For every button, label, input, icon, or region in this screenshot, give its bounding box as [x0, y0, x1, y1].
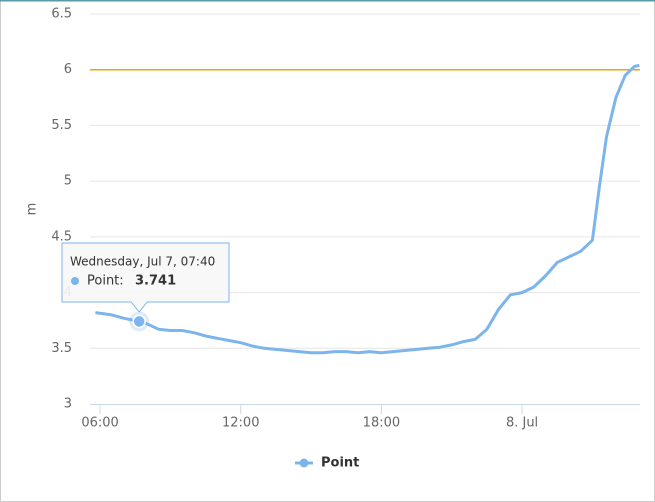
legend-label[interactable]: Point [321, 456, 359, 471]
tooltip-box [61, 242, 230, 313]
hover-marker [132, 314, 146, 329]
tooltip-marker [71, 277, 79, 285]
x-tick-label: 12:00 [222, 416, 259, 431]
y-tick-label: 3 [64, 397, 72, 412]
y-axis-title: m [25, 203, 40, 216]
y-tick-label: 5 [64, 174, 72, 189]
legend-marker [299, 458, 309, 468]
series-line [95, 63, 640, 355]
y-tick-label: 5.5 [51, 118, 72, 133]
tooltip-header: Wednesday, Jul 7, 07:40 [70, 255, 215, 269]
x-tick-label: 06:00 [81, 416, 118, 431]
y-tick-label: 4.5 [51, 229, 72, 244]
y-tick-label: 3.5 [51, 341, 72, 356]
tooltip-label: Point: [87, 274, 124, 289]
y-tick-label: 6.5 [51, 7, 72, 22]
x-tick-label: 8. Jul [506, 416, 538, 431]
tooltip-value: 3.741 [135, 274, 176, 289]
x-tick-label: 18:00 [363, 416, 400, 431]
y-tick-label: 6 [64, 62, 72, 77]
